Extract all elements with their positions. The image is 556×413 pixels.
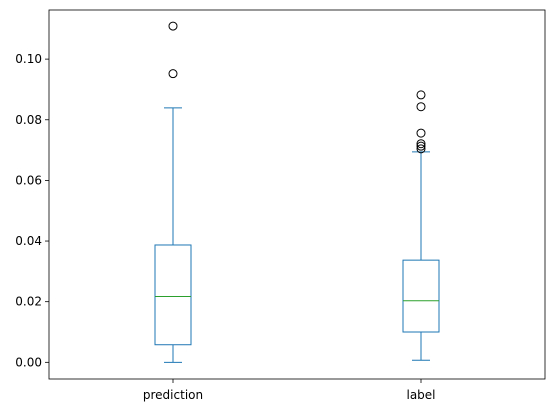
box-iqr (154, 244, 192, 346)
outlier-point (416, 102, 426, 112)
boxes-group (154, 21, 440, 363)
x-axis: prediction label (143, 379, 436, 402)
outlier-point (416, 141, 426, 151)
y-tick-label: 0.06 (15, 173, 42, 187)
x-tick-label-label: label (406, 388, 435, 402)
y-tick-label: 0.10 (15, 52, 42, 66)
outlier-point (416, 139, 426, 149)
outlier-point (416, 90, 426, 100)
outlier-point (416, 144, 426, 154)
y-axis: 0.00 0.02 0.04 0.06 0.08 0.10 (15, 52, 49, 369)
box-label (402, 90, 440, 361)
plot-area (48, 9, 546, 380)
y-tick-label: 0.00 (15, 355, 42, 369)
outlier-point (168, 21, 178, 31)
y-tick-label: 0.02 (15, 295, 42, 309)
y-tick-label: 0.04 (15, 234, 42, 248)
x-tick-label-prediction: prediction (143, 388, 203, 402)
y-tick-label: 0.08 (15, 113, 42, 127)
outlier-point (168, 69, 178, 79)
box-prediction (154, 21, 192, 363)
outlier-point (416, 128, 426, 138)
box-iqr (402, 259, 440, 333)
